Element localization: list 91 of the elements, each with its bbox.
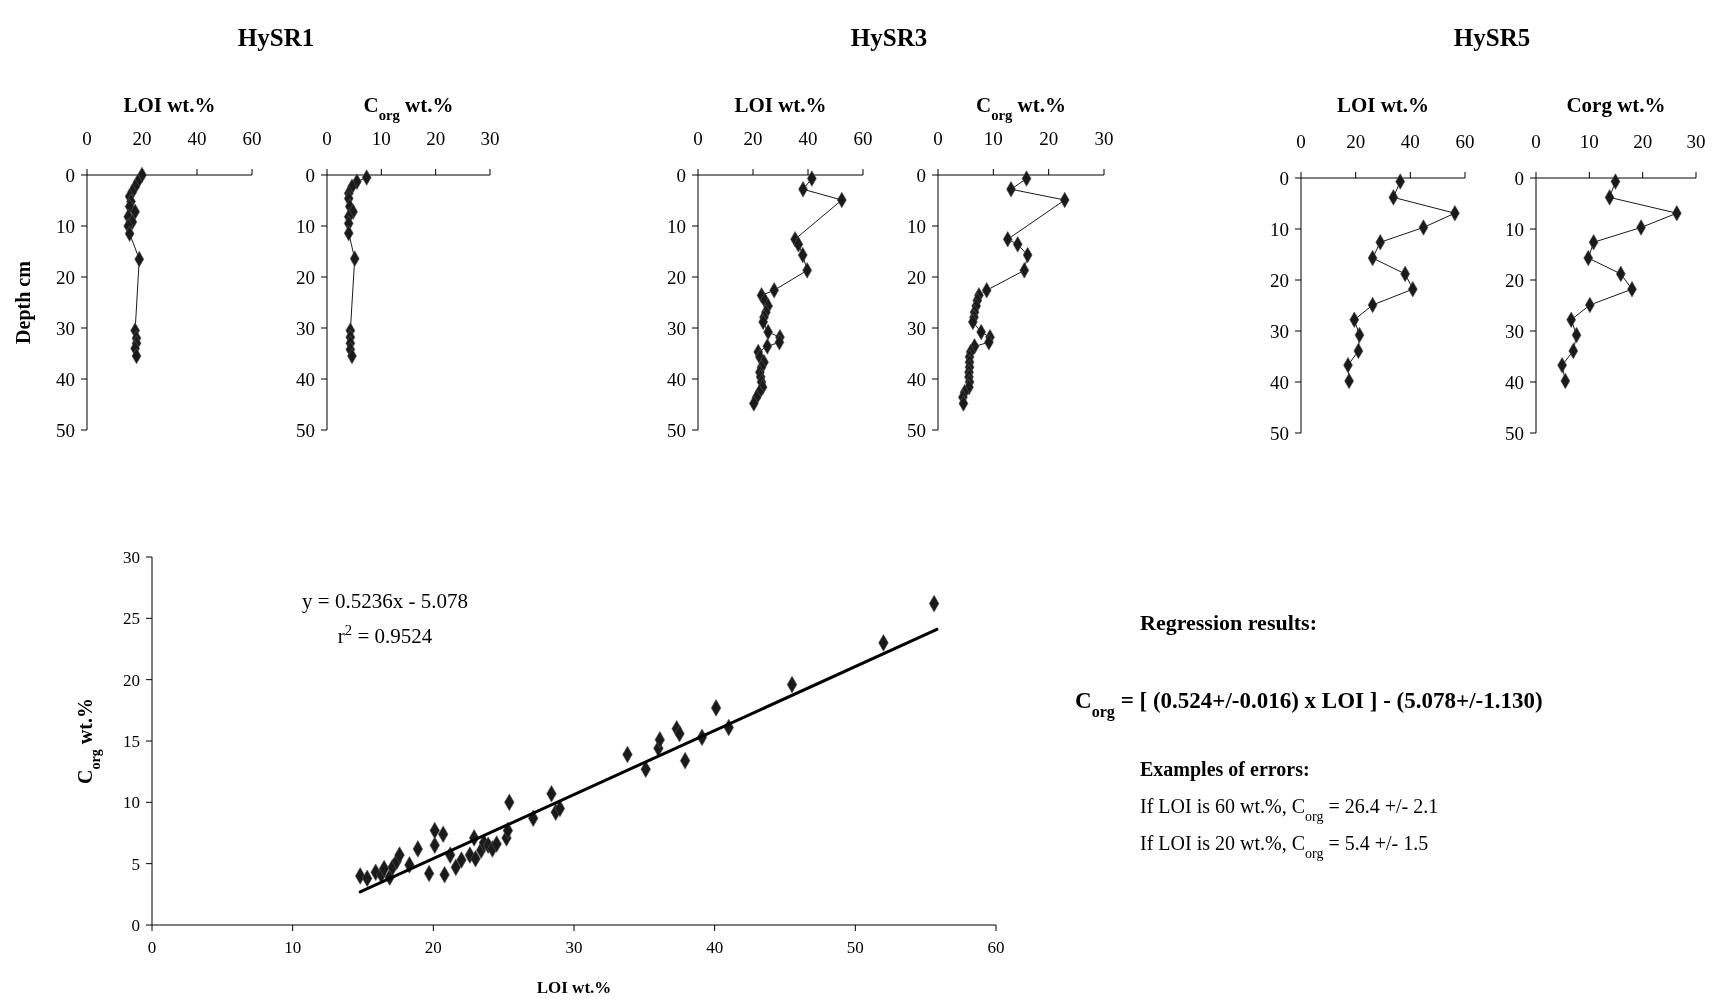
chart-title: HySR5 (1453, 24, 1531, 51)
y-tick-label: 20 (123, 670, 140, 690)
x-tick-label: 30 (1094, 128, 1114, 149)
y-tick-label: 40 (907, 368, 926, 390)
y-tick-label: 20 (1505, 269, 1524, 291)
text: If LOI is 20 wt.%, C$_{org}$ = 5.4 +/- 1.5 (1140, 832, 1429, 861)
y-tick-label: 20 (56, 266, 75, 288)
y-tick-label: 30 (1505, 320, 1524, 342)
x-tick-label: 60 (242, 128, 262, 149)
x-axis-title: Corg wt.% (1566, 93, 1666, 117)
x-tick-label: 10 (1579, 131, 1599, 152)
annotation: r$^{2}$ = 0.9524 (337, 622, 433, 648)
y-tick-label: 25 (123, 609, 140, 629)
x-tick-label: 20 (1346, 131, 1366, 152)
y-tick-label: 10 (907, 215, 926, 237)
y-tick-label: 50 (1270, 422, 1289, 444)
y-tick-label: 50 (907, 419, 926, 441)
y-tick-label: 0 (676, 164, 686, 186)
chart-title: HySR3 (850, 24, 928, 51)
x-tick-label: 30 (1686, 131, 1706, 152)
y-tick-label: 40 (296, 368, 315, 390)
x-tick-label: 0 (147, 938, 157, 957)
y-tick-label: 40 (667, 368, 686, 390)
x-axis-title: LOI wt.% (536, 978, 612, 997)
x-tick-label: 20 (743, 128, 763, 149)
x-tick-label: 0 (1296, 131, 1306, 152)
x-tick-label: 0 (693, 128, 703, 149)
x-tick-label: 40 (798, 128, 818, 149)
x-tick-label: 60 (987, 938, 1005, 957)
y-tick-label: 0 (1514, 167, 1524, 189)
x-tick-label: 30 (480, 128, 500, 149)
y-tick-label: 15 (123, 731, 140, 751)
x-axis-title: LOI wt.% (734, 93, 827, 117)
x-tick-label: 40 (706, 938, 724, 957)
x-tick-label: 40 (187, 128, 207, 149)
y-tick-label: 30 (667, 317, 686, 339)
y-tick-label: 30 (296, 317, 315, 339)
y-axis-title: Depth cm (12, 260, 35, 344)
y-tick-label: 0 (1279, 167, 1289, 189)
y-tick-label: 20 (667, 266, 686, 288)
y-tick-label: 0 (65, 164, 75, 186)
x-tick-label: 60 (853, 128, 873, 149)
y-tick-label: 0 (131, 915, 140, 935)
x-axis-title: LOI wt.% (123, 93, 216, 117)
y-tick-label: 30 (56, 317, 75, 339)
y-tick-label: 10 (56, 215, 75, 237)
annotation: y = 0.5236x - 5.078 (302, 589, 468, 613)
x-tick-label: 60 (1455, 131, 1475, 152)
y-tick-label: 20 (296, 266, 315, 288)
y-tick-label: 30 (1270, 320, 1289, 342)
x-tick-label: 20 (426, 128, 446, 149)
x-tick-label: 10 (284, 938, 302, 957)
y-tick-label: 20 (907, 266, 926, 288)
text: Examples of errors: (1140, 758, 1310, 781)
y-tick-label: 20 (1270, 269, 1289, 291)
x-tick-label: 10 (983, 128, 1003, 149)
y-tick-label: 10 (296, 215, 315, 237)
y-tick-label: 10 (123, 793, 140, 813)
x-tick-label: 10 (371, 128, 391, 149)
y-tick-label: 40 (1505, 371, 1524, 393)
y-tick-label: 10 (1270, 218, 1289, 240)
y-tick-label: 30 (907, 317, 926, 339)
y-tick-label: 50 (296, 419, 315, 441)
x-tick-label: 0 (82, 128, 92, 149)
x-axis-title: C$_{org}$ wt.% (363, 93, 454, 123)
y-tick-label: 10 (1505, 218, 1524, 240)
x-tick-label: 0 (933, 128, 943, 149)
y-tick-label: 0 (305, 164, 315, 186)
x-tick-label: 20 (1633, 131, 1653, 152)
x-tick-label: 50 (846, 938, 864, 957)
x-axis-title: LOI wt.% (1336, 93, 1430, 117)
x-tick-label: 0 (1531, 131, 1541, 152)
y-tick-label: 0 (916, 164, 926, 186)
chart-title: HySR1 (237, 24, 315, 51)
x-tick-label: 30 (565, 938, 583, 957)
text: If LOI is 60 wt.%, C$_{org}$ = 26.4 +/- 2.1 (1140, 795, 1439, 824)
x-tick-label: 20 (1039, 128, 1059, 149)
text: Regression results: (1140, 610, 1318, 635)
x-tick-label: 40 (1400, 131, 1420, 152)
y-tick-label: 40 (56, 368, 75, 390)
y-tick-label: 10 (667, 215, 686, 237)
x-tick-label: 0 (322, 128, 332, 149)
y-tick-label: 50 (667, 419, 686, 441)
text: C$_{org}$ = [ (0.524+/-0.016) x LOI ] - (5.078+/-1.130) (1075, 688, 1543, 721)
x-tick-label: 20 (424, 938, 442, 957)
x-axis-title: C$_{org}$ wt.% (975, 93, 1067, 123)
y-tick-label: 50 (1505, 422, 1524, 444)
y-tick-label: 5 (131, 854, 140, 874)
y-tick-label: 30 (123, 547, 140, 567)
y-tick-label: 40 (1270, 371, 1289, 393)
y-tick-label: 50 (56, 419, 75, 441)
